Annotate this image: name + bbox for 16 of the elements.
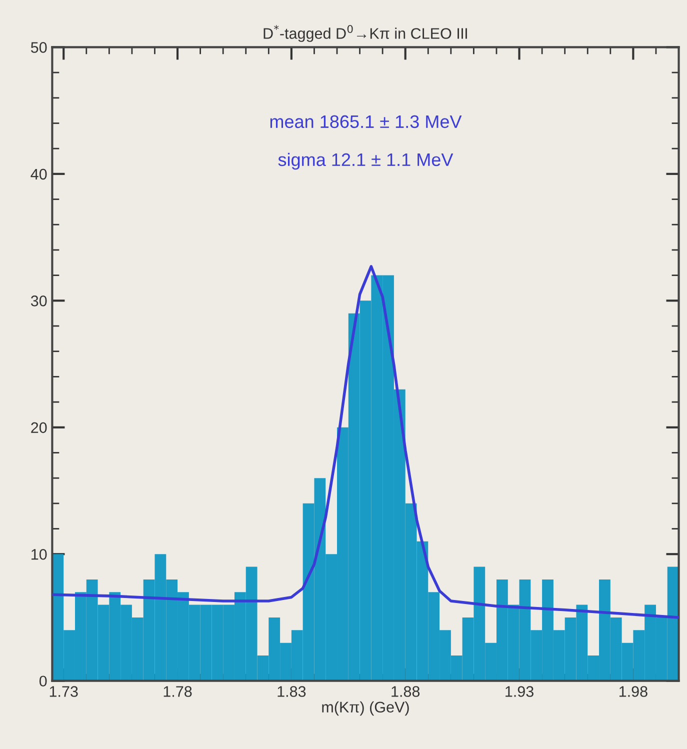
annotation: mean 1865.1 ± 1.3 MeV bbox=[270, 115, 462, 128]
x-axis-title: m(Kπ) (GeV) bbox=[322, 701, 409, 716]
x-tick-label: 1.78 bbox=[164, 686, 192, 697]
x-tick-label: 1.98 bbox=[619, 686, 648, 697]
y-tick-label: 10 bbox=[32, 548, 47, 560]
y-tick-label: 50 bbox=[30, 42, 47, 53]
y-tick-label: 40 bbox=[30, 168, 47, 180]
x-tick-label: 1.93 bbox=[506, 686, 534, 697]
chart-title: D$^{*}$-tagged D$^{0}$→Kπ in CLEO III bbox=[264, 24, 467, 42]
x-tick-label: 1.83 bbox=[278, 686, 306, 697]
x-tick-label: 1.88 bbox=[392, 686, 420, 697]
y-tick-label: 20 bbox=[31, 422, 47, 434]
annotation: sigma 12.1 ± 1.1 MeV bbox=[278, 152, 454, 170]
y-tick-label: 0 bbox=[39, 676, 47, 687]
y-tick-label: 30 bbox=[30, 296, 47, 306]
x-tick-label: 1.73 bbox=[50, 686, 78, 697]
